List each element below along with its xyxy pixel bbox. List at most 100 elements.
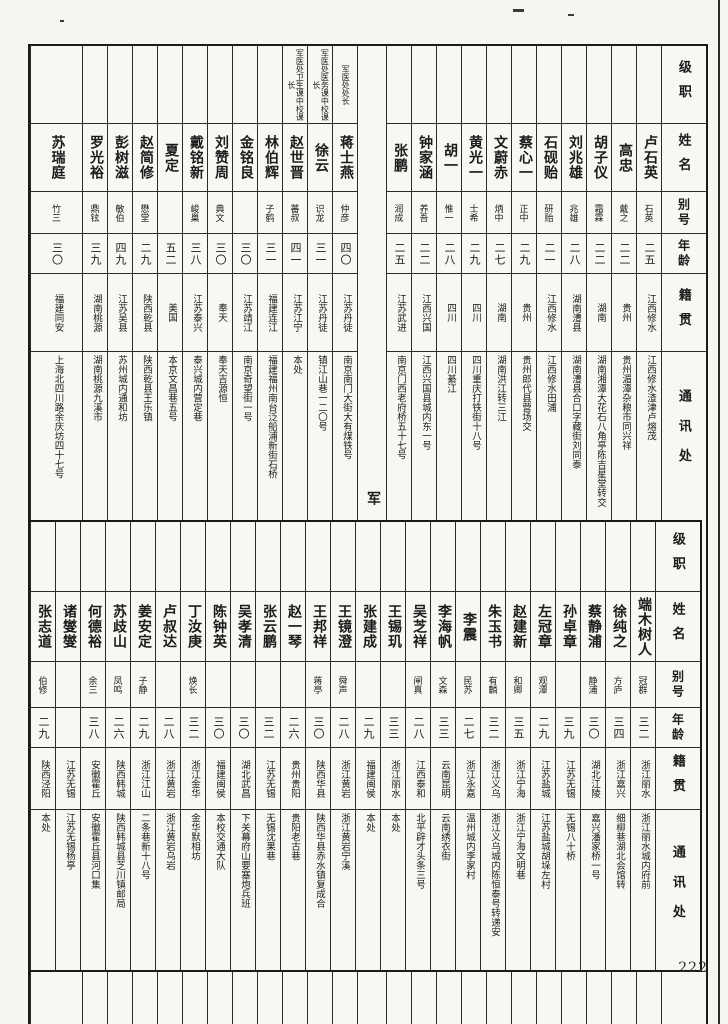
origin-cell: 浙江丽水 (631, 748, 655, 810)
alias-cell (156, 662, 180, 708)
age-cell: 二七 (456, 708, 480, 748)
scan-mark (60, 20, 64, 22)
age-cell: 三二 (181, 708, 205, 748)
rank-cell (512, 46, 536, 124)
address-cell: 上海北四川路余庆坊四十七号 (52, 355, 63, 479)
name-cell: 苏瑞庭 (31, 124, 82, 192)
alias-cell: 焕长 (181, 662, 205, 708)
person-column: 徐纯之 方庐 三四 浙江嘉兴 细柳巷湖北会馆转 (605, 522, 630, 970)
name-cell: 赵简修 (133, 124, 157, 192)
rank-cell (381, 522, 405, 592)
person-column: 赵建新 和卿 三五 浙江宁海 浙江宁海文明巷 (505, 522, 530, 970)
rank-cell (233, 46, 257, 124)
name-cell: 赵世晋 (283, 124, 307, 192)
rank-cell (256, 522, 280, 592)
alias-cell (356, 662, 380, 708)
age-cell: 三一 (308, 234, 332, 274)
address-cell: 无锡八十桥 (563, 813, 574, 861)
origin-cell: 江苏靖江 (233, 274, 257, 352)
origin-cell: 江苏吴县 (108, 274, 132, 352)
alias-cell: 惟一 (437, 192, 461, 234)
alias-cell: 典文 (208, 192, 232, 234)
alias-cell (206, 662, 230, 708)
age-cell: 三〇 (31, 234, 82, 274)
rank-cell (81, 522, 105, 592)
name-cell: 赵建新 (506, 592, 530, 662)
person-column: 王邦祥 蒋亭 三〇 陕西华县 陕西华县赤水镇复成合 (305, 522, 330, 970)
origin-cell: 湖南 (487, 274, 511, 352)
name-cell: 刘赞周 (208, 124, 232, 192)
origin-cell: 贵州贵阳 (281, 748, 305, 810)
origin-cell: 江苏无锡 (556, 748, 580, 810)
person-column: 李震 民苏 二七 浙江永嘉 温州城内李家村 (455, 522, 480, 970)
age-cell: 二八 (406, 708, 430, 748)
address-cell: 安徽霍丘县河口集 (88, 813, 99, 889)
age-cell: 三〇 (206, 708, 230, 748)
name-cell: 高忠 (612, 124, 636, 192)
name-cell: 夏定 (158, 124, 182, 192)
origin-cell: 美国 (158, 274, 182, 352)
age-cell: 四九 (108, 234, 132, 274)
name-cell: 李震 (456, 592, 480, 662)
age-cell: 二八 (562, 234, 586, 274)
origin-cell: 贵州 (612, 274, 636, 352)
address-cell: 本处 (363, 813, 374, 832)
origin-cell: 四川 (462, 274, 486, 352)
address-cell: 本处 (290, 355, 301, 374)
name-cell: 黄光一 (462, 124, 486, 192)
age-cell: 二六 (106, 708, 130, 748)
header-address: 通讯处 (676, 389, 692, 479)
name-cell: 张建成 (356, 592, 380, 662)
alias-cell: 文森 (431, 662, 455, 708)
alias-cell: 炳中 (487, 192, 511, 234)
address-cell: 陕西华县赤水镇复成合 (313, 813, 324, 908)
roster-table-bottom: 级职 姓名 别号 年龄 籍贯 通讯处 端木树人 冠群 三二 浙江丽水 浙江丽水城内府前 徐纯之 方庐 三四… (28, 520, 702, 972)
address-cell: 二条巷新十八号 (138, 813, 149, 880)
alias-cell: 民苏 (456, 662, 480, 708)
origin-cell: 江西兴国 (412, 274, 436, 352)
alias-cell: 仲彦 (333, 192, 357, 234)
age-cell: 二九 (531, 708, 555, 748)
rank-cell (108, 46, 132, 124)
origin-cell: 陕西韩城 (106, 748, 130, 810)
rank-cell (537, 46, 561, 124)
alias-cell: 兆雄 (562, 192, 586, 234)
address-cell: 江苏盐城胡垛左村 (538, 813, 549, 889)
address-cell: 贵州湄潭杂粮市同兴祥 (619, 355, 630, 450)
name-cell: 张鹏 (387, 124, 411, 192)
age-cell: 三九 (83, 234, 107, 274)
age-cell: 二八 (437, 234, 461, 274)
name-cell: 林伯辉 (258, 124, 282, 192)
name-cell: 胡一 (437, 124, 461, 192)
name-cell: 诸燮燮 (56, 592, 80, 662)
address-cell: 南京南门大街大有煤铁号 (340, 355, 351, 460)
rank-cell (56, 522, 80, 592)
age-cell: 二五 (637, 234, 661, 274)
rank-cell (431, 522, 455, 592)
alias-cell: 舜声 (331, 662, 355, 708)
name-cell: 左冠章 (531, 592, 555, 662)
address-cell: 镇江山巷一二〇号 (315, 355, 326, 431)
origin-cell: 贵州 (512, 274, 536, 352)
age-cell: 二二 (612, 234, 636, 274)
origin-cell: 湖南桃源 (83, 274, 107, 352)
age-cell: 四〇 (333, 234, 357, 274)
alias-cell: 霜霖 (587, 192, 611, 234)
rank-cell (456, 522, 480, 592)
alias-cell: 闸真 (406, 662, 430, 708)
age-cell: 二七 (487, 234, 511, 274)
name-cell: 卢叔达 (156, 592, 180, 662)
name-cell: 戴铭新 (183, 124, 207, 192)
origin-cell: 浙江金华 (181, 748, 205, 810)
person-column: 蔡静浦 静浦 三〇 湖北江陵 嘉兴潘家桥一号 (580, 522, 605, 970)
origin-cell: 浙江义乌 (481, 748, 505, 810)
name-cell: 吴芝祥 (406, 592, 430, 662)
header-origin: 籍贯 (656, 748, 700, 810)
address-cell: 湖南桃源九溪市 (90, 355, 101, 422)
age-cell: 二二 (587, 234, 611, 274)
address-cell: 南京奇望街一号 (240, 355, 251, 422)
alias-cell: 和卿 (506, 662, 530, 708)
name-cell: 石砚贻 (537, 124, 561, 192)
age-cell: 三四 (606, 708, 630, 748)
rank-cell (231, 522, 255, 592)
